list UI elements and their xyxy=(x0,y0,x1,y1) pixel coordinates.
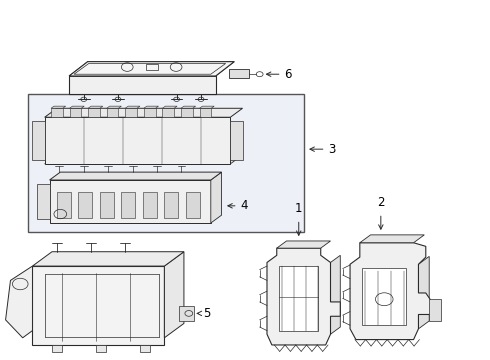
Polygon shape xyxy=(164,252,184,338)
Polygon shape xyxy=(69,62,234,76)
Polygon shape xyxy=(267,248,340,345)
Text: 4: 4 xyxy=(240,199,247,212)
Bar xyxy=(143,192,157,218)
Polygon shape xyxy=(429,300,441,321)
Text: 1: 1 xyxy=(295,202,302,215)
Polygon shape xyxy=(88,108,100,117)
Polygon shape xyxy=(49,180,211,223)
Polygon shape xyxy=(69,62,234,76)
Polygon shape xyxy=(70,106,84,108)
Polygon shape xyxy=(5,266,32,338)
Bar xyxy=(78,192,92,218)
Polygon shape xyxy=(331,255,340,334)
Text: 3: 3 xyxy=(328,143,336,156)
Polygon shape xyxy=(350,243,431,339)
Bar xyxy=(186,192,199,218)
Polygon shape xyxy=(418,256,429,329)
Text: 6: 6 xyxy=(284,68,292,81)
Polygon shape xyxy=(162,106,177,108)
Polygon shape xyxy=(125,106,140,108)
Polygon shape xyxy=(51,106,66,108)
Text: 5: 5 xyxy=(203,307,211,320)
Bar xyxy=(146,64,158,70)
Polygon shape xyxy=(162,108,174,117)
Polygon shape xyxy=(32,266,164,345)
Polygon shape xyxy=(37,184,49,220)
Polygon shape xyxy=(45,117,230,164)
Polygon shape xyxy=(144,108,156,117)
Bar xyxy=(140,345,150,352)
Polygon shape xyxy=(45,155,243,164)
Bar xyxy=(100,192,114,218)
Polygon shape xyxy=(45,108,243,117)
Polygon shape xyxy=(230,121,243,160)
Polygon shape xyxy=(179,306,194,321)
Bar xyxy=(52,345,62,352)
Bar xyxy=(57,192,71,218)
Polygon shape xyxy=(181,106,196,108)
Polygon shape xyxy=(144,106,159,108)
Polygon shape xyxy=(279,266,318,330)
Polygon shape xyxy=(199,106,214,108)
Polygon shape xyxy=(88,106,103,108)
Polygon shape xyxy=(70,108,81,117)
Polygon shape xyxy=(32,121,45,160)
Polygon shape xyxy=(51,108,63,117)
Polygon shape xyxy=(360,235,424,243)
Text: 2: 2 xyxy=(377,196,385,209)
Bar xyxy=(27,94,304,232)
Bar xyxy=(122,192,135,218)
Polygon shape xyxy=(181,108,193,117)
Polygon shape xyxy=(69,76,216,94)
Polygon shape xyxy=(107,106,122,108)
Polygon shape xyxy=(32,252,184,266)
Polygon shape xyxy=(107,108,119,117)
Bar xyxy=(96,345,106,352)
Bar xyxy=(164,192,178,218)
Polygon shape xyxy=(199,108,211,117)
Polygon shape xyxy=(277,241,331,248)
Polygon shape xyxy=(49,172,221,180)
Polygon shape xyxy=(211,172,221,223)
Polygon shape xyxy=(125,108,137,117)
Polygon shape xyxy=(362,268,406,325)
Polygon shape xyxy=(229,69,249,78)
